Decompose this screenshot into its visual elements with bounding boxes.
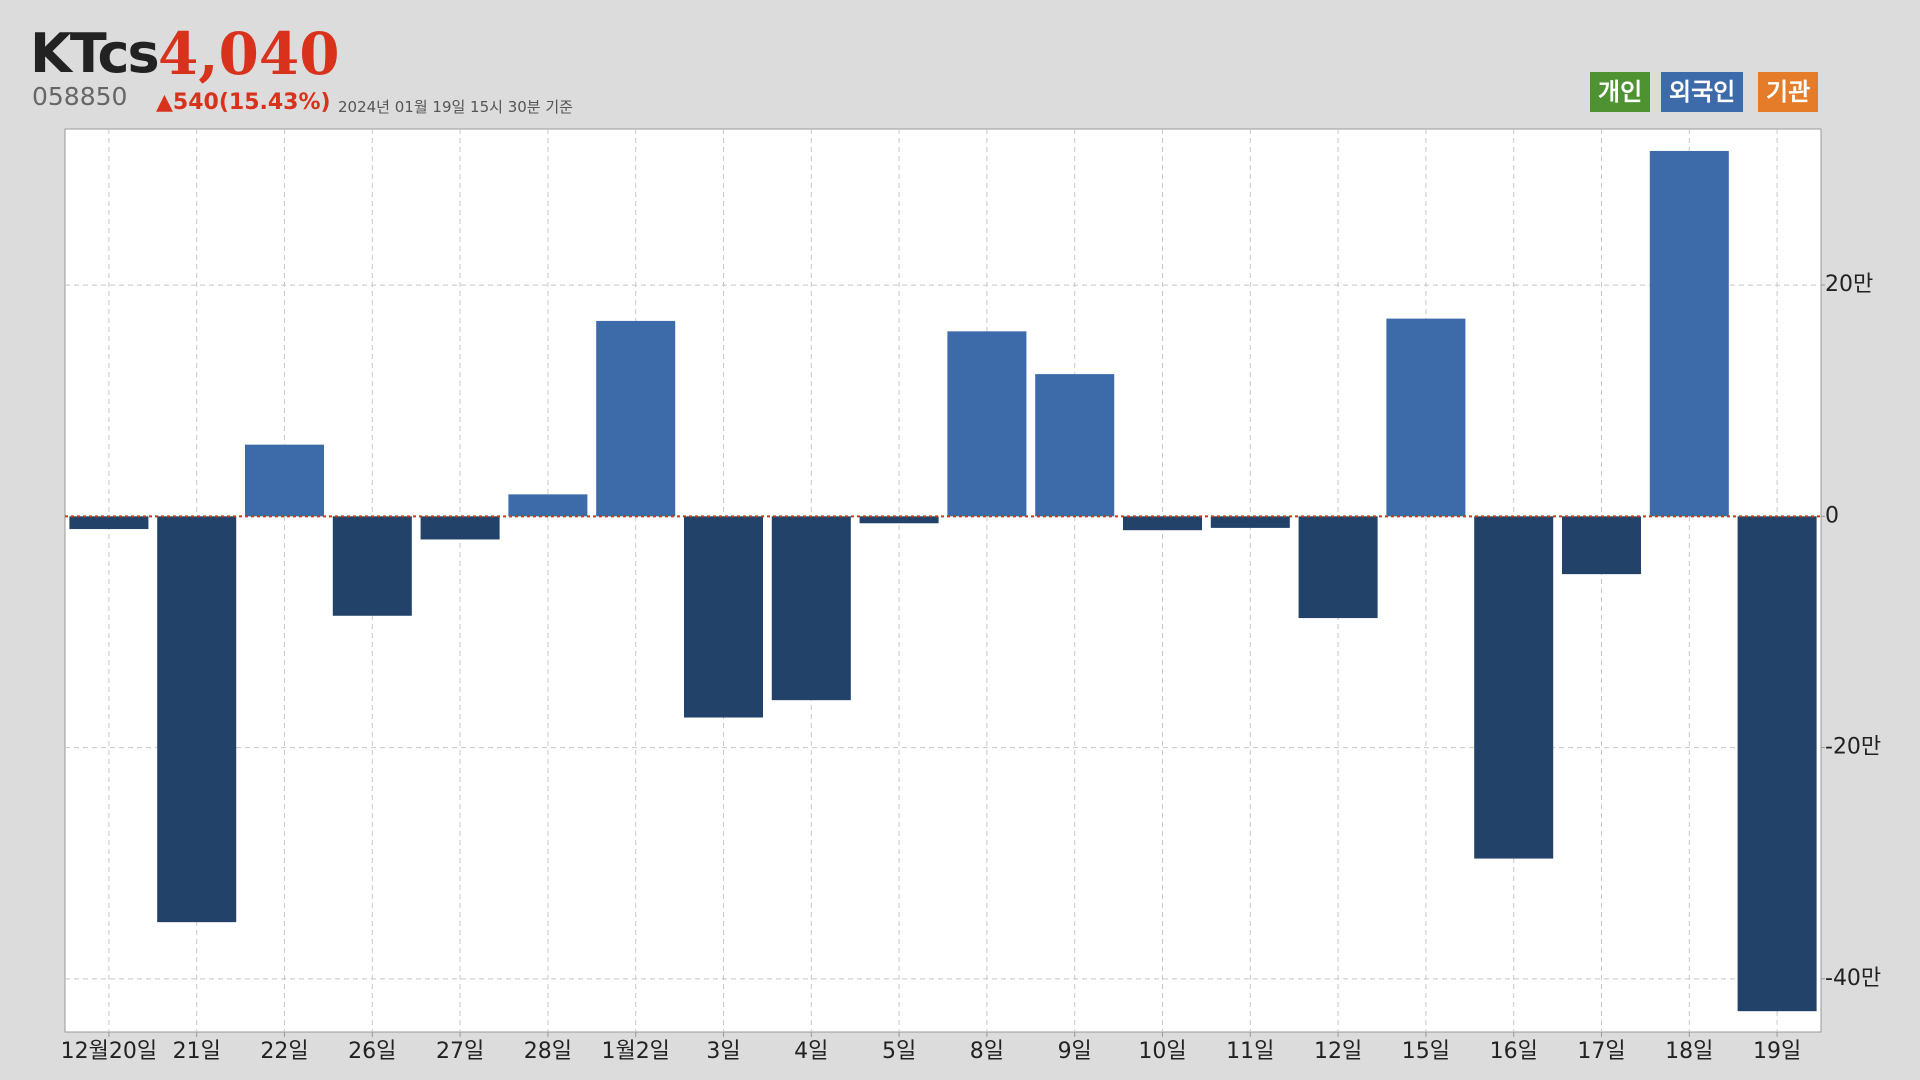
x-tick-label: 3일 xyxy=(706,1039,740,1064)
institution-button[interactable]: 기관 xyxy=(1758,72,1819,112)
stock-name: KTcs xyxy=(30,22,160,85)
bar xyxy=(244,444,325,517)
bar xyxy=(1122,516,1203,531)
x-tick-label: 5일 xyxy=(882,1039,916,1064)
bar xyxy=(947,331,1027,517)
x-tick-label: 26일 xyxy=(348,1039,396,1064)
bar xyxy=(1737,516,1817,1012)
x-tick-label: 12일 xyxy=(1314,1039,1362,1064)
x-tick-label: 1월2일 xyxy=(601,1039,669,1064)
bar xyxy=(157,516,237,923)
x-tick-label: 8일 xyxy=(970,1039,1004,1064)
bar xyxy=(1035,374,1115,517)
bar xyxy=(1298,516,1378,619)
x-tick-label: 12월20일 xyxy=(61,1039,157,1064)
plot-area xyxy=(64,128,1822,1033)
x-tick-label: 4일 xyxy=(794,1039,828,1064)
x-tick-label: 11일 xyxy=(1226,1039,1274,1064)
y-tick-label: -20만 xyxy=(1825,735,1881,760)
price-change: ▲540(15.43%) xyxy=(156,90,331,115)
bar xyxy=(1386,318,1466,517)
bar xyxy=(508,494,588,517)
foreign-button[interactable]: 외국인 xyxy=(1661,72,1744,112)
bar xyxy=(1649,150,1729,517)
individual-button[interactable]: 개인 xyxy=(1590,72,1651,112)
x-tick-label: 15일 xyxy=(1402,1039,1450,1064)
stock-code: 058850 xyxy=(32,82,128,111)
x-tick-label: 21일 xyxy=(173,1039,221,1064)
stock-price: 4,040 xyxy=(158,20,340,88)
y-tick-label: 20만 xyxy=(1825,272,1873,297)
bar xyxy=(420,516,500,540)
x-tick-label: 16일 xyxy=(1490,1039,1538,1064)
x-tick-label: 17일 xyxy=(1577,1039,1625,1064)
bar xyxy=(1474,516,1554,859)
bar xyxy=(1210,516,1290,528)
y-tick-label: -40만 xyxy=(1825,966,1881,991)
x-tick-label: 28일 xyxy=(524,1039,572,1064)
y-tick-label: 0 xyxy=(1825,503,1839,528)
x-tick-label: 22일 xyxy=(260,1039,308,1064)
x-tick-label: 19일 xyxy=(1753,1039,1801,1064)
bar xyxy=(69,516,149,530)
bar xyxy=(683,516,764,718)
x-tick-label: 10일 xyxy=(1138,1039,1186,1064)
bar xyxy=(1561,516,1642,575)
bar xyxy=(596,320,676,517)
x-tick-label: 18일 xyxy=(1665,1039,1713,1064)
timestamp: 2024년 01월 19일 15시 30분 기준 xyxy=(338,98,573,116)
x-tick-label: 9일 xyxy=(1058,1039,1092,1064)
bar xyxy=(859,516,939,524)
x-tick-label: 27일 xyxy=(436,1039,484,1064)
bar xyxy=(771,516,851,701)
bar xyxy=(332,516,412,616)
